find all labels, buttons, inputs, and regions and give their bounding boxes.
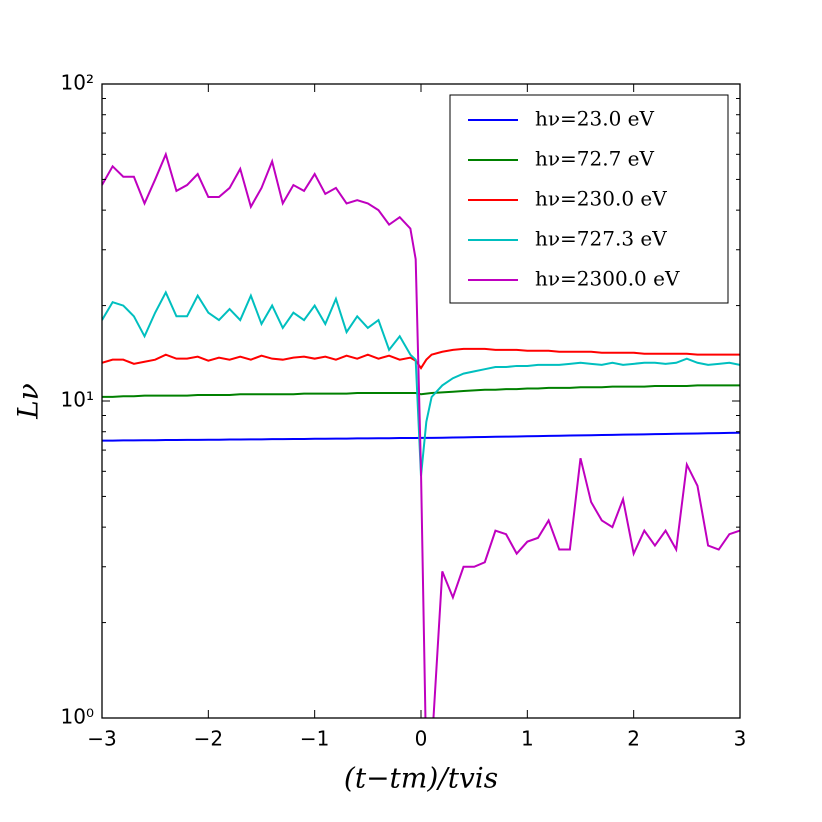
y-tick-label: 10⁰	[61, 705, 94, 729]
legend-label: hν=23.0 eV	[535, 107, 655, 131]
legend-label: hν=2300.0 eV	[535, 267, 680, 291]
x-tick-label: −3	[87, 727, 116, 751]
x-tick-label: 0	[415, 727, 428, 751]
x-tick-label: 1	[521, 727, 534, 751]
x-tick-label: −1	[300, 727, 329, 751]
y-tick-label: 10¹	[61, 388, 94, 412]
x-tick-label: 3	[734, 727, 747, 751]
series-line	[102, 151, 740, 718]
series-line	[102, 384, 740, 398]
y-axis-label: Lν	[12, 383, 45, 420]
plot-lines	[102, 151, 740, 718]
y-tick-label: 10²	[61, 71, 94, 95]
legend-label: hν=727.3 eV	[535, 227, 667, 251]
legend-label: hν=230.0 eV	[535, 187, 667, 211]
x-axis-label: (t−tm)/tvis	[344, 762, 498, 795]
series-line	[102, 347, 740, 370]
x-tick-label: −2	[194, 727, 223, 751]
x-tick-label: 2	[627, 727, 640, 751]
legend-label: hν=72.7 eV	[535, 147, 655, 171]
